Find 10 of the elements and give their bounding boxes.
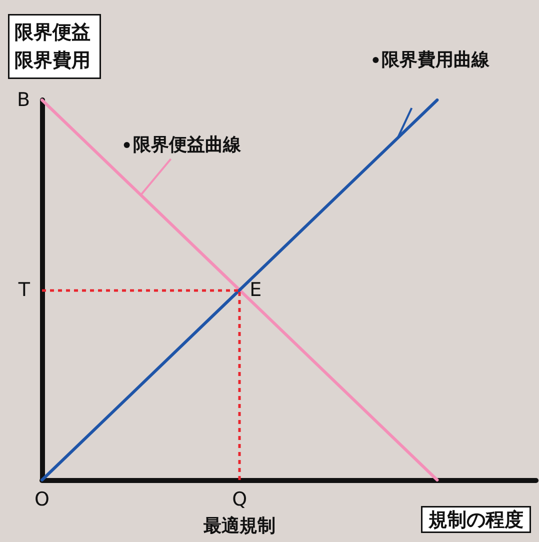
- series-label: 限界便益曲線: [132, 134, 242, 156]
- y-axis-title: 限界便益限界費用: [14, 22, 90, 72]
- x-tick-label: Q: [232, 488, 248, 510]
- annotation: T: [17, 279, 30, 301]
- annotation: B: [16, 89, 30, 111]
- text: 限界費用曲線: [382, 50, 491, 70]
- text: 最適規制: [202, 516, 276, 536]
- annotation: E: [250, 279, 262, 301]
- x-tick-label: O: [34, 488, 50, 510]
- x-axis-title: 規制の程度: [428, 509, 524, 531]
